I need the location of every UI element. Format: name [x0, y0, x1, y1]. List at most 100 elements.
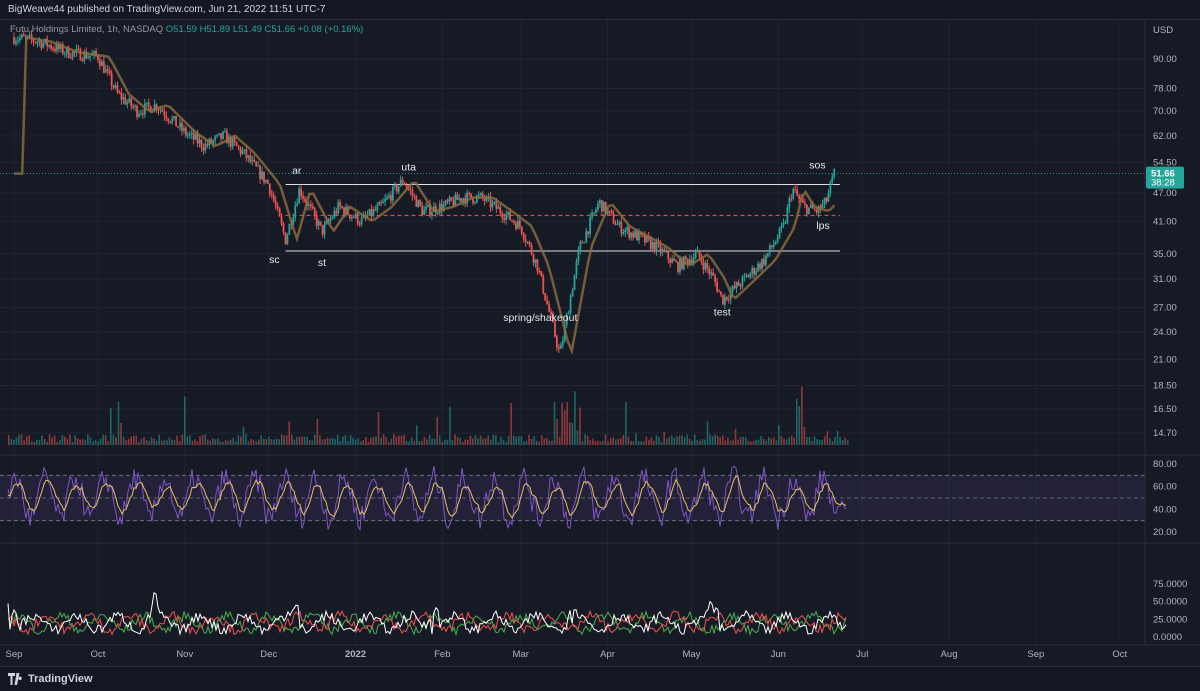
rsi-tick-label: 20.00 [1153, 527, 1177, 538]
candle-body [366, 215, 369, 217]
candle-body [288, 224, 291, 235]
candle-body [298, 188, 301, 204]
candle-body [776, 237, 779, 242]
volume-bar [285, 435, 288, 445]
volume-bar [744, 437, 747, 445]
candle-body [698, 249, 701, 258]
candle-body [575, 261, 578, 275]
candle-body [829, 182, 832, 193]
candle-body [813, 208, 816, 210]
candle-body [546, 300, 549, 305]
candle-body [610, 210, 613, 214]
volume-bar [798, 405, 801, 445]
candle-body [782, 222, 785, 226]
candle-body [411, 190, 414, 196]
candle-body [614, 223, 617, 226]
volume-bar [127, 438, 130, 445]
volume-bar [324, 438, 326, 445]
candle-body [321, 225, 324, 235]
candle-body [542, 275, 545, 293]
annotation-label: spring/shakeout [503, 312, 577, 324]
candle-body [374, 209, 377, 211]
volume-bar [750, 441, 752, 445]
volume-bar [704, 439, 706, 445]
volume-bar [314, 434, 316, 445]
candle-body [802, 200, 804, 203]
candle-body [423, 209, 426, 216]
volume-bar [214, 439, 217, 445]
month-label: Oct [1112, 649, 1127, 660]
volume-bar [416, 425, 418, 445]
candle-body [675, 260, 677, 262]
candle-body [141, 113, 144, 115]
candle-body [557, 347, 560, 349]
volume-bar [117, 401, 120, 445]
volume-bar [818, 439, 821, 445]
volume-bar [130, 436, 132, 445]
candle-body [249, 155, 252, 162]
candle-body [194, 134, 197, 140]
volume-bar [308, 440, 311, 445]
volume-bar [691, 440, 693, 445]
candle-body [302, 195, 304, 199]
candle-body [225, 131, 228, 144]
volume-bar [673, 437, 676, 445]
candle-body [251, 159, 254, 162]
volume-bar [336, 434, 339, 445]
volume-bar [263, 438, 265, 445]
price-chart[interactable]: sc ar st uta spring/shakeout test sos lps Sep Oc… [0, 20, 1200, 666]
candle-body [390, 195, 392, 201]
candle-body [817, 206, 820, 213]
grid [0, 20, 1145, 645]
price-tag-box [1146, 166, 1184, 189]
candle-body [479, 193, 482, 195]
annotation-label: st [318, 257, 326, 269]
volume-bar [61, 434, 64, 445]
volume-bar [298, 436, 301, 445]
candle-body [495, 201, 498, 209]
candle-body [554, 322, 556, 337]
candle-body [468, 192, 470, 194]
volume-bar [377, 412, 380, 445]
candle-body [421, 205, 424, 216]
volume-bar [576, 430, 579, 445]
volume-bar [326, 437, 329, 445]
volume-bar [25, 436, 28, 445]
volume-bar [609, 438, 612, 445]
candle-body [538, 271, 541, 273]
candle-body [522, 233, 525, 240]
volume-bar [474, 435, 477, 445]
volume-bar [739, 437, 742, 445]
volume-bar [831, 441, 834, 445]
candle-body [470, 193, 472, 198]
symbol-legend: Futu Holdings Limited, 1h, NASDAQ O51.59… [10, 24, 363, 35]
candle-body [403, 183, 406, 185]
candle-body [763, 259, 765, 265]
candle-body [581, 241, 584, 244]
candle-body [807, 207, 810, 214]
volume-bar [688, 438, 691, 445]
candle-body [151, 111, 154, 113]
candle-body [788, 198, 791, 208]
volume-bar [352, 437, 354, 445]
volume-bar [115, 437, 117, 445]
volume-bar [365, 437, 367, 445]
candle-body [745, 275, 748, 277]
volume-bar [398, 435, 400, 445]
candle-body [100, 61, 103, 67]
candle-body [532, 254, 535, 263]
candle-body [130, 98, 133, 107]
volume-bar [120, 422, 122, 445]
candle-body [83, 51, 86, 61]
annotation-label: sc [269, 254, 280, 266]
candle-body [481, 193, 484, 198]
month-label: Apr [600, 649, 615, 660]
volume-bar [472, 438, 474, 445]
volume-bar [701, 439, 704, 445]
volume-bar [762, 438, 765, 445]
candle-body [409, 188, 412, 191]
candle-body [85, 51, 88, 59]
rsi-signal-line [7, 475, 847, 519]
candle-body [491, 202, 494, 208]
month-label: Aug [941, 649, 958, 660]
